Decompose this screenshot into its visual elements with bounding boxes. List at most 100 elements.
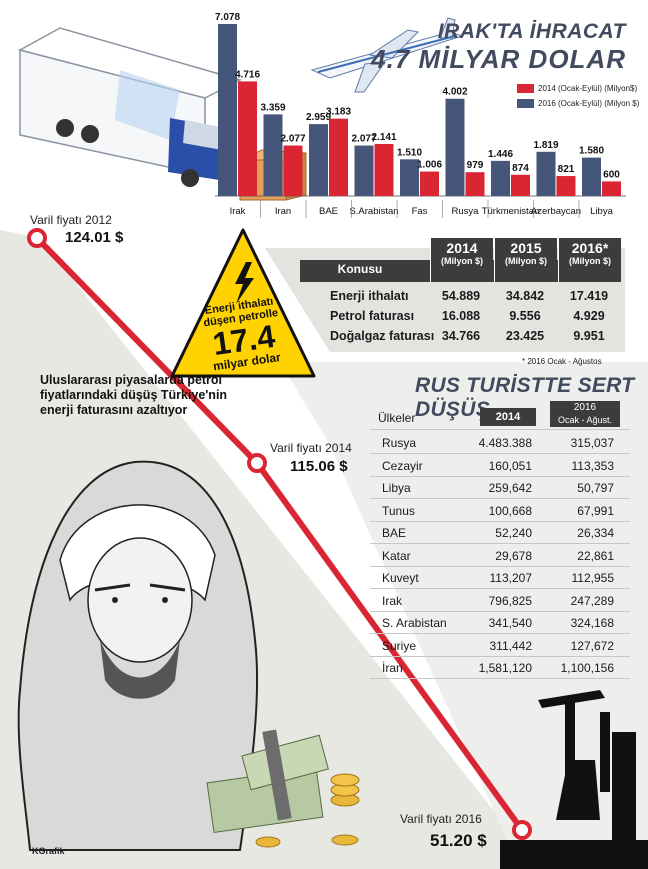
oil-value-2016: 51.20 $ bbox=[430, 831, 487, 850]
energy-row-label: Doğalgaz faturası bbox=[330, 329, 435, 343]
credit-logo: KGrafik bbox=[32, 846, 65, 856]
bar-libya-2016 bbox=[582, 157, 601, 196]
oil-price-line bbox=[34, 235, 260, 466]
bar-s-arabistan-2014 bbox=[374, 143, 394, 196]
tourism-row: Kuveyt 113,207 112,955 bbox=[370, 566, 630, 589]
tourism-row: Rusya 4.483.388 315,037 bbox=[370, 431, 630, 454]
oil-value-2012: 124.01 $ bbox=[65, 229, 124, 246]
bar-fas-2014 bbox=[420, 171, 439, 196]
tourism-cell: 29,678 bbox=[495, 548, 532, 563]
legend-item-2016: 2016 (Ocak-Eylül) (Milyon $) bbox=[517, 99, 639, 108]
tourism-row: BAE 52,240 26,334 bbox=[370, 521, 630, 544]
bar-value-label: 1.510 bbox=[397, 147, 422, 158]
tourism-col-2016-period: Ocak - Ağust. bbox=[557, 415, 613, 425]
oil-label-2016: Varil fiyatı 2016 bbox=[400, 812, 482, 826]
bar-value-label: 2.077 bbox=[280, 134, 305, 145]
legend-item-2014: 2014 (Ocak-Eylül) (Milyon$) bbox=[517, 84, 637, 93]
tourism-country: S. Arabistan bbox=[382, 616, 447, 630]
energy-col-year: 2016* bbox=[571, 240, 609, 256]
energy-row-label: Enerji ithalatı bbox=[330, 289, 409, 303]
bar-value-label: 3.183 bbox=[326, 107, 351, 118]
energy-row: Petrol faturası 16.088 9.556 4.929 bbox=[300, 306, 610, 326]
bar-value-label: 2.141 bbox=[371, 132, 396, 143]
bar-value-label: 3.359 bbox=[260, 102, 285, 113]
bar-iran-2014 bbox=[283, 145, 303, 196]
energy-cell: 9.951 bbox=[573, 329, 605, 343]
bar-t-rkmenistan-2014 bbox=[511, 174, 530, 196]
bar-rusya-2016 bbox=[445, 98, 465, 196]
tourism-cell: 1,100,156 bbox=[560, 661, 614, 675]
tourism-row: İran 1,581,120 1,100,156 bbox=[370, 656, 630, 679]
tourism-cell: 315,037 bbox=[570, 436, 614, 450]
energy-col-unit: (Milyon $) bbox=[505, 256, 547, 266]
tourism-cell: 26,334 bbox=[577, 526, 614, 540]
tourism-country: Cezayir bbox=[382, 458, 423, 473]
legend-label-2016: 2016 (Ocak-Eylül) (Milyon $) bbox=[538, 99, 640, 108]
bar-value-label: 1.446 bbox=[488, 149, 513, 160]
energy-col-unit: (Milyon $) bbox=[441, 256, 483, 266]
tourism-cell: 113,207 bbox=[489, 571, 533, 585]
tourism-country: Tunus bbox=[382, 503, 415, 518]
bar-value-label: 2.077 bbox=[351, 134, 376, 145]
tourism-col-country: Ülkeler bbox=[378, 411, 416, 425]
tourism-row: Cezayir 160,051 113,353 bbox=[370, 454, 630, 477]
tourism-cell: 22,861 bbox=[577, 548, 614, 563]
legend-label-2014: 2014 (Ocak-Eylül) (Milyon$) bbox=[538, 84, 638, 93]
tourism-cell: 341,540 bbox=[488, 616, 532, 630]
bar-bae-2014 bbox=[329, 118, 348, 196]
energy-footnote: * 2016 Ocak - Ağustos bbox=[522, 357, 602, 366]
tourism-cell: 324,168 bbox=[570, 616, 614, 630]
energy-row: Doğalgaz faturası 34.766 23.425 9.951 bbox=[300, 326, 610, 346]
tourism-row: S. Arabistan 341,540 324,168 bbox=[370, 611, 630, 634]
bar-bae-2016 bbox=[309, 124, 328, 196]
category-label: Fas bbox=[412, 206, 428, 217]
energy-cell: 4.929 bbox=[573, 309, 605, 323]
bar-value-label: 4.716 bbox=[235, 69, 260, 80]
category-label: BAE bbox=[319, 206, 338, 217]
tourism-country: Kuveyt bbox=[382, 571, 419, 585]
energy-table-header-label: Konusu bbox=[337, 262, 383, 276]
portrait-illustration bbox=[17, 460, 259, 851]
chart-title-line2: 4.7 MİLYAR DOLAR bbox=[371, 44, 626, 74]
tourism-cell: 113,353 bbox=[571, 458, 615, 473]
bar-value-label: 979 bbox=[467, 160, 484, 171]
lightning-icon bbox=[235, 262, 254, 304]
energy-col-2016: 2016* (Milyon $) bbox=[558, 238, 621, 282]
tourism-row: Irak 796,825 247,289 bbox=[370, 589, 630, 612]
oil-point-2016 bbox=[512, 820, 532, 840]
intro-text: Uluslararası piyasalarda petrol fiyatlar… bbox=[40, 373, 228, 417]
legend-swatch-2014 bbox=[517, 84, 534, 93]
bar-iran-2016 bbox=[263, 114, 283, 196]
tourism-cell: 127,672 bbox=[570, 638, 614, 653]
bar-s-arabistan-2016 bbox=[354, 145, 374, 196]
energy-cell: 34.842 bbox=[505, 289, 545, 303]
bar-value-label: 1.580 bbox=[579, 146, 604, 157]
bar-rusya-2014 bbox=[465, 172, 485, 196]
tourism-cell: 112,955 bbox=[571, 571, 615, 585]
bar-fas-2016 bbox=[400, 159, 419, 196]
tourism-header: Ülkeler 2014 2016 Ocak - Ağust. bbox=[370, 401, 630, 430]
energy-cell: 9.556 bbox=[509, 309, 541, 323]
tourism-cell: 50,797 bbox=[577, 481, 614, 495]
oil-point-2014 bbox=[247, 453, 267, 473]
bar-azerbaycan-2014 bbox=[556, 176, 576, 196]
tourism-cell: 52,240 bbox=[495, 526, 532, 540]
category-label: Türkmenistan bbox=[482, 206, 540, 217]
energy-col-unit: (Milyon $) bbox=[569, 256, 611, 266]
tourism-cell: 259,642 bbox=[488, 481, 532, 495]
bar-value-label: 1.819 bbox=[533, 140, 558, 151]
tourism-cell: 247,289 bbox=[570, 593, 614, 608]
tourism-cell: 100,668 bbox=[488, 503, 532, 518]
tourism-cell: 796,825 bbox=[488, 593, 532, 608]
category-label: Azerbaycan bbox=[531, 206, 581, 217]
energy-cell: 16.088 bbox=[441, 309, 481, 323]
tourism-country: İran bbox=[382, 661, 403, 675]
oil-pump-illustration bbox=[500, 690, 648, 869]
tourism-col-2014: 2014 bbox=[480, 408, 536, 426]
bar-azerbaycan-2016 bbox=[536, 151, 556, 196]
tourism-col-2016: 2016 Ocak - Ağust. bbox=[550, 401, 620, 427]
bar-value-label: 7.078 bbox=[215, 12, 240, 23]
bar-value-label: 2.959 bbox=[306, 112, 331, 123]
tourism-col-2016-year: 2016 bbox=[573, 402, 597, 413]
